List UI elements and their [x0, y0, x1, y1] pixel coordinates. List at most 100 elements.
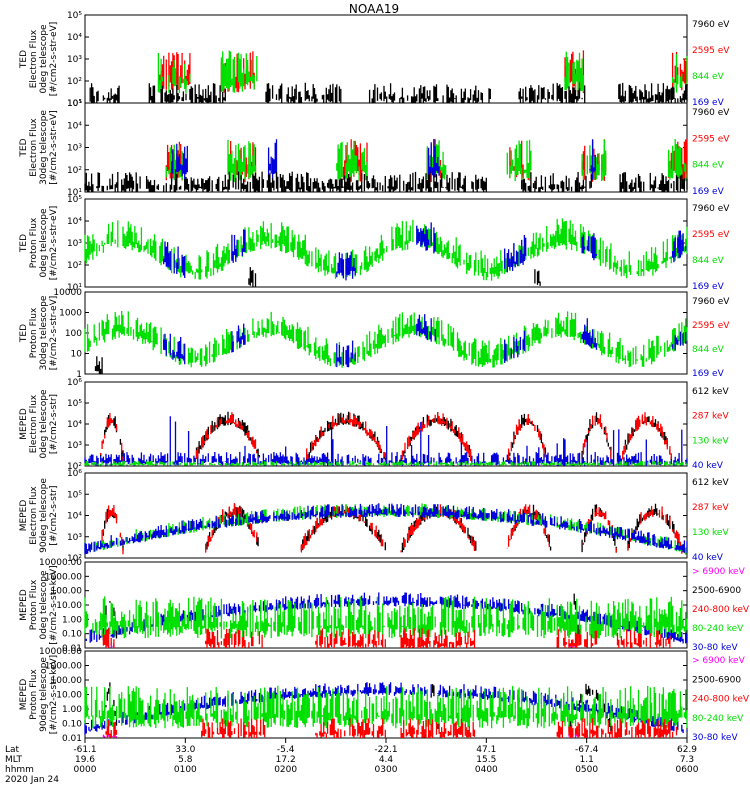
legend-entry: 844 eV [692, 256, 725, 266]
data-marks [84, 411, 688, 466]
legend-entry: 40 keV [692, 461, 724, 471]
y-axis-label: Electron Flux [29, 394, 39, 453]
y-tick-label: 1000.00 [45, 662, 82, 672]
y-tick-label: 10³ [67, 239, 82, 249]
y-tick-label: 10³ [67, 441, 82, 451]
y-axis-label: [#/cm2-s-str-keV] [49, 565, 59, 644]
panel-5: 10² 10³ 10⁴ 10⁵ 10⁶ MEPED Electron Flux 0deg te… [19, 378, 729, 472]
y-tick-label: 10.00 [56, 691, 82, 701]
time-axis-tick-label: 4.4 [379, 755, 394, 765]
time-axis-tick-label: 0500 [575, 765, 598, 775]
legend-entry: 2595 eV [692, 230, 730, 240]
legend-entry: 2595 eV [692, 134, 730, 144]
data-marks [84, 592, 688, 648]
legend-entry: 7960 eV [692, 204, 730, 214]
series-169-ev [170, 139, 596, 182]
y-tick-label: 1000.00 [45, 572, 82, 582]
time-axis-row-label: MLT [5, 755, 23, 765]
y-axis-label: [#/cm2-s-str-eV] [49, 22, 59, 97]
flux-trace [105, 718, 678, 738]
data-marks [84, 218, 688, 287]
panel-7: 0.01 0.10 1.00 10.00 100.00 1000.00 10000.00 ME… [19, 558, 750, 654]
y-tick-label: 10² [67, 554, 82, 564]
y-tick-label: 1.00 [62, 705, 82, 715]
legend-entry: 2500-6900 [692, 675, 741, 685]
flux-trace [84, 503, 688, 555]
y-tick-label: 10⁴ [67, 217, 82, 227]
series-80-240-kev [84, 685, 688, 729]
y-axis-label: 90deg telescope [39, 657, 49, 732]
y-axis-label: 0deg telescope [39, 570, 49, 640]
time-axis-tick-label: 0000 [74, 765, 97, 775]
legend-entry: 169 eV [692, 282, 725, 292]
legend-entry: > 6900 keV [692, 567, 746, 577]
y-axis-label: Proton Flux [29, 669, 39, 720]
legend-entry: 169 eV [692, 98, 725, 108]
y-tick-label: 10³ [67, 144, 82, 154]
time-axis-tick-label: 0100 [174, 765, 197, 775]
time-axis-tick-label: 19.6 [75, 755, 95, 765]
legend-entry: 2500-6900 [692, 586, 741, 596]
legend-entry: 2595 eV [692, 46, 730, 56]
y-axis-label: MEPED [19, 500, 29, 532]
y-tick-label: 10.00 [56, 601, 82, 611]
y-tick-label: 0.01 [62, 644, 82, 654]
flux-trace [84, 461, 688, 466]
flux-trace [89, 82, 688, 103]
time-axis-tick-label: -22.1 [374, 745, 397, 755]
flux-trace [248, 267, 541, 287]
time-axis-tick-label: 5.8 [178, 755, 193, 765]
time-axis-tick-label: 7.3 [680, 755, 694, 765]
panel-3: 10¹ 10² 10³ 10⁴ 10⁵ TED Proton Flux 0deg telesc… [19, 195, 730, 293]
y-tick-label: 10² [67, 77, 82, 87]
legend-entry: 612 keV [692, 478, 729, 488]
series-612-kev [100, 411, 672, 462]
flux-trace [84, 311, 688, 368]
legend-entry: 169 eV [692, 187, 725, 197]
y-axis-label: 30deg telescope [39, 110, 49, 185]
series-7960-ev [84, 171, 688, 192]
flux-trace [100, 412, 672, 461]
legend-entry: 169 eV [692, 369, 725, 379]
y-tick-label: 1 [76, 370, 82, 380]
y-tick-label: 0.01 [62, 734, 82, 744]
flux-trace [165, 139, 687, 182]
series-844-ev [165, 139, 687, 182]
panel-frame [84, 14, 688, 104]
data-marks [84, 682, 688, 738]
y-tick-label: 10⁴ [67, 512, 82, 522]
y-tick-label: 10⁵ [67, 11, 82, 21]
y-axis-label: [#/cm2-s-str-eV] [49, 110, 59, 185]
y-axis-label: 0deg telescope [39, 389, 49, 459]
y-axis-label: 0deg telescope [39, 208, 49, 278]
legend-entry: 287 keV [692, 412, 729, 422]
y-tick-label: 10⁴ [67, 420, 82, 430]
flux-trace [170, 139, 596, 182]
panel-1: 10¹ 10² 10³ 10⁴ 10⁵ TED Electron Flux 0deg tele… [19, 11, 730, 109]
y-tick-label: 10000.00 [39, 558, 82, 568]
y-axis-label: [#/cm2-s-str-keV] [49, 655, 59, 734]
time-axis-row-label: Lat [5, 745, 20, 755]
data-marks [89, 50, 688, 103]
legend-entry: 80-240 keV [692, 714, 744, 724]
flux-trace [94, 356, 103, 374]
y-tick-label: 100.00 [51, 587, 83, 597]
y-tick-label: 10³ [67, 55, 82, 65]
panel-8: 0.01 0.10 1.00 10.00 100.00 1000.00 10000.00 ME… [19, 647, 750, 744]
legend-entry: > 6900 keV [692, 656, 746, 666]
series-40-kev [84, 503, 688, 555]
y-tick-label: 10¹ [67, 99, 82, 109]
legend-entry: 844 eV [692, 345, 725, 355]
y-axis-label: Electron Flux [29, 118, 39, 177]
legend-entry: 287 keV [692, 503, 729, 513]
y-axis-label: TED [19, 234, 29, 253]
figure-title: NOAA19 [349, 2, 399, 16]
y-axis-label: Electron Flux [29, 486, 39, 545]
y-axis-label: [#/cm2-s-str-eV] [49, 206, 59, 281]
y-axis-label: 30deg telescope [39, 295, 49, 370]
legend-entry: 844 eV [692, 72, 725, 82]
date-label: 2020 Jan 24 [5, 775, 59, 785]
flux-trace [157, 50, 688, 94]
y-tick-label: 100.00 [51, 676, 83, 686]
